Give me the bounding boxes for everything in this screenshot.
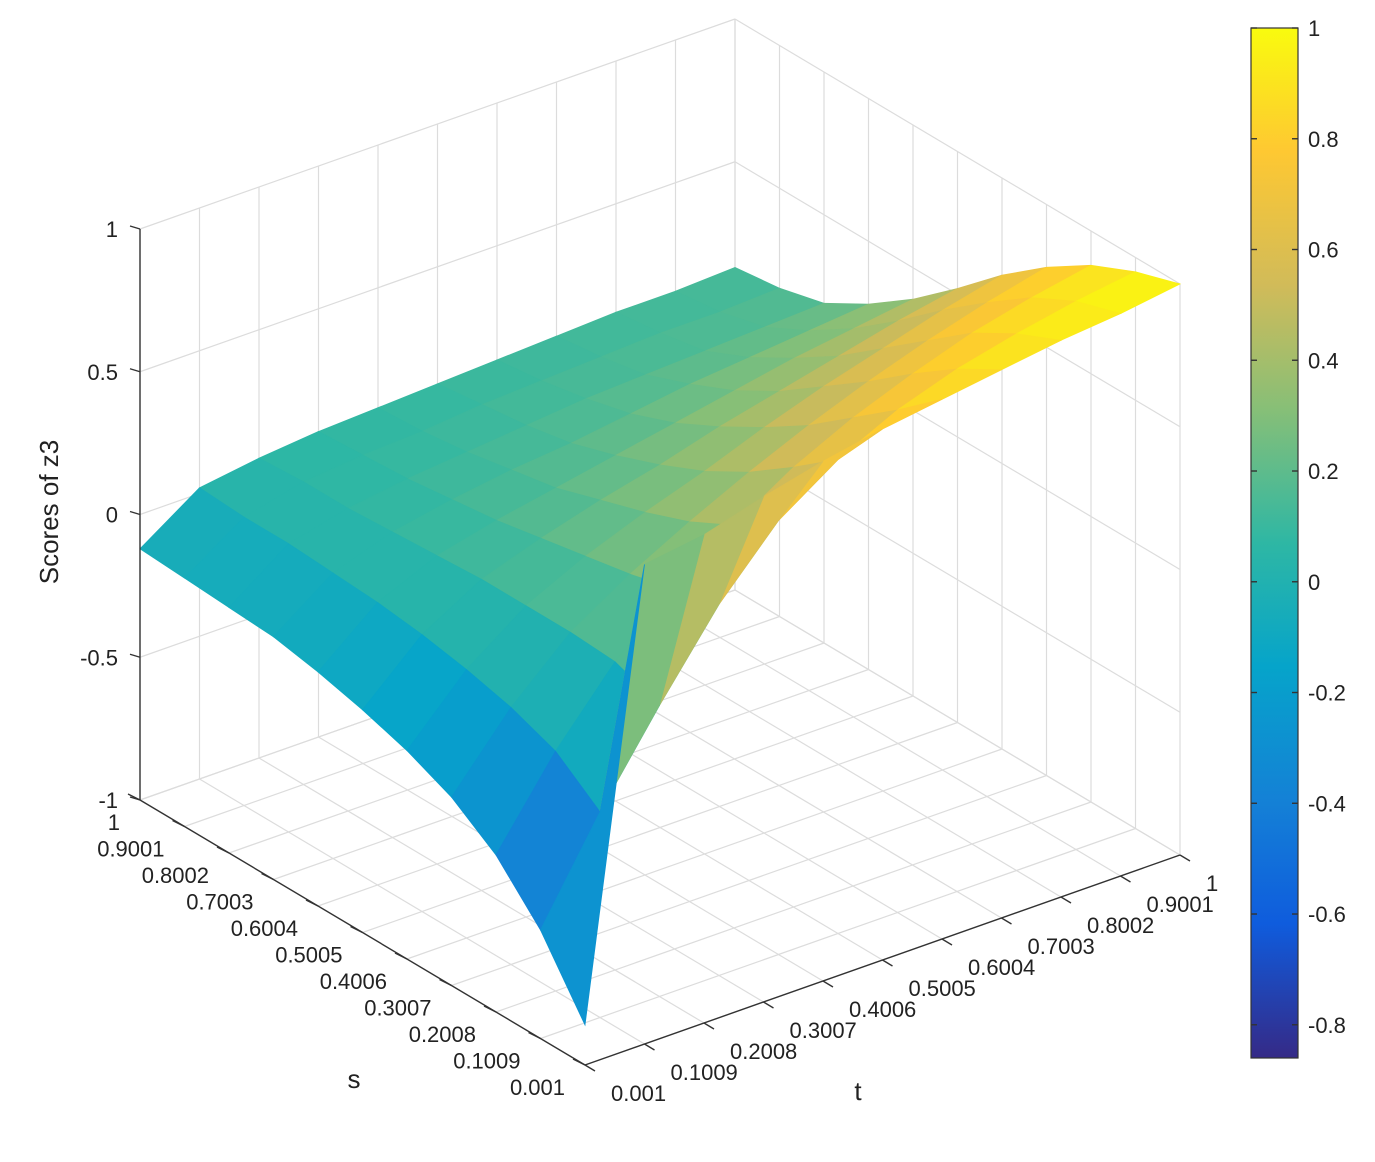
surface-patch xyxy=(540,564,645,1027)
colorbar-ticks: -0.8 -0.6 -0.4 -0.2 0 0.2 0.4 0.6 0.8 1 xyxy=(1251,16,1346,1038)
s-tick-mark xyxy=(572,1058,586,1066)
z-tick-mark xyxy=(129,225,141,230)
t-tick-label: 0.5005 xyxy=(909,976,976,1001)
floor-gridline-s xyxy=(362,721,958,934)
s-tick-label: 0.5005 xyxy=(275,943,342,968)
t-tick-label: 0.6004 xyxy=(968,955,1035,980)
s-tick-mark xyxy=(528,1031,541,1040)
colorbar: -0.8 -0.6 -0.4 -0.2 0 0.2 0.4 0.6 0.8 1 xyxy=(1250,16,1346,1059)
s-tick-mark xyxy=(394,952,408,960)
colorbar-tick-label: -0.2 xyxy=(1308,681,1346,706)
s-tick-label: 0.4006 xyxy=(320,969,387,994)
y-axis-label: s xyxy=(348,1064,361,1094)
floor-gridline-s xyxy=(406,748,1003,960)
s-tick-label: 0.2008 xyxy=(409,1022,476,1047)
t-tick-label: 0.1009 xyxy=(671,1060,738,1085)
t-tick-label: 0.7003 xyxy=(1028,934,1095,959)
back-wall-gridline-z xyxy=(139,161,736,373)
floor-gridline-s xyxy=(317,695,914,907)
s-tick-mark xyxy=(127,793,141,801)
colorbar-tick-label: 1 xyxy=(1308,16,1320,41)
surface xyxy=(139,264,1182,1027)
side-wall-gridline-z xyxy=(734,446,1181,713)
s-tick-mark xyxy=(483,1005,497,1013)
t-tick-mark xyxy=(1001,917,1012,925)
z-axis-label: Scores of z3 xyxy=(34,440,64,585)
colorbar-gradient xyxy=(1250,27,1299,1059)
s-tick-mark xyxy=(216,846,230,854)
t-tick-mark xyxy=(882,959,893,967)
t-tick-label: 0.4006 xyxy=(849,997,916,1022)
t-tick-mark xyxy=(644,1043,655,1051)
colorbar-tick-label: -0.8 xyxy=(1308,1013,1346,1038)
colorbar-tick-label: 0.2 xyxy=(1308,459,1339,484)
axis-ticks: -1-0.500.510.0010.10090.20080.30070.4006… xyxy=(80,217,1218,1106)
s-tick-mark xyxy=(350,925,363,934)
t-tick-mark xyxy=(584,1064,596,1072)
t-tick-mark xyxy=(703,1022,715,1030)
s-tick-label: 0.9001 xyxy=(97,837,164,862)
t-tick-mark xyxy=(822,980,834,988)
floor-gridline-s xyxy=(540,827,1136,1040)
t-tick-label: 1 xyxy=(1206,871,1218,896)
t-tick-mark xyxy=(1179,854,1191,862)
t-tick-mark xyxy=(1120,875,1131,883)
s-tick-mark xyxy=(172,819,185,828)
z-tick-label: -0.5 xyxy=(80,645,118,670)
s-tick-label: 0.001 xyxy=(510,1075,565,1100)
s-tick-label: 0.3007 xyxy=(364,996,431,1021)
colorbar-tick-label: 0.4 xyxy=(1308,348,1339,373)
z-tick-mark xyxy=(129,510,141,516)
back-wall-gridline-z xyxy=(139,18,736,230)
t-tick-mark xyxy=(1060,896,1072,904)
s-tick-label: 1 xyxy=(108,810,120,835)
z-tick-label: 1 xyxy=(106,217,118,242)
s-tick-label: 0.8002 xyxy=(142,863,209,888)
x-axis-label: t xyxy=(854,1076,862,1106)
colorbar-tick-label: -0.6 xyxy=(1308,902,1346,927)
colorbar-tick-label: 0.6 xyxy=(1308,238,1339,263)
s-tick-label: 0.7003 xyxy=(186,890,253,915)
t-tick-mark xyxy=(941,938,953,946)
t-tick-label: 0.2008 xyxy=(730,1039,797,1064)
floor-gridline-s xyxy=(495,801,1092,1013)
t-tick-label: 0.3007 xyxy=(790,1018,857,1043)
s-tick-label: 0.6004 xyxy=(231,916,298,941)
z-tick-mark xyxy=(129,653,141,658)
colorbar-tick-label: -0.4 xyxy=(1308,791,1346,816)
s-tick-label: 0.1009 xyxy=(453,1049,520,1074)
colorbar-tick-label: 0 xyxy=(1308,570,1320,595)
colorbar-tick-label: 0.8 xyxy=(1308,127,1339,152)
z-tick-label: 0 xyxy=(106,503,118,528)
s-tick-mark xyxy=(305,899,319,907)
z-tick-label: 0.5 xyxy=(87,360,118,385)
side-wall-gridline-z xyxy=(734,18,1181,285)
z-tick-label: -1 xyxy=(98,788,118,813)
s-tick-mark xyxy=(439,978,452,987)
t-tick-label: 0.001 xyxy=(611,1081,666,1106)
t-tick-label: 0.9001 xyxy=(1147,892,1214,917)
z-tick-mark xyxy=(129,368,141,373)
t-tick-label: 0.8002 xyxy=(1087,913,1154,938)
t-tick-mark xyxy=(763,1001,774,1009)
s-tick-mark xyxy=(261,872,274,881)
side-wall-gridline-z xyxy=(734,589,1181,856)
